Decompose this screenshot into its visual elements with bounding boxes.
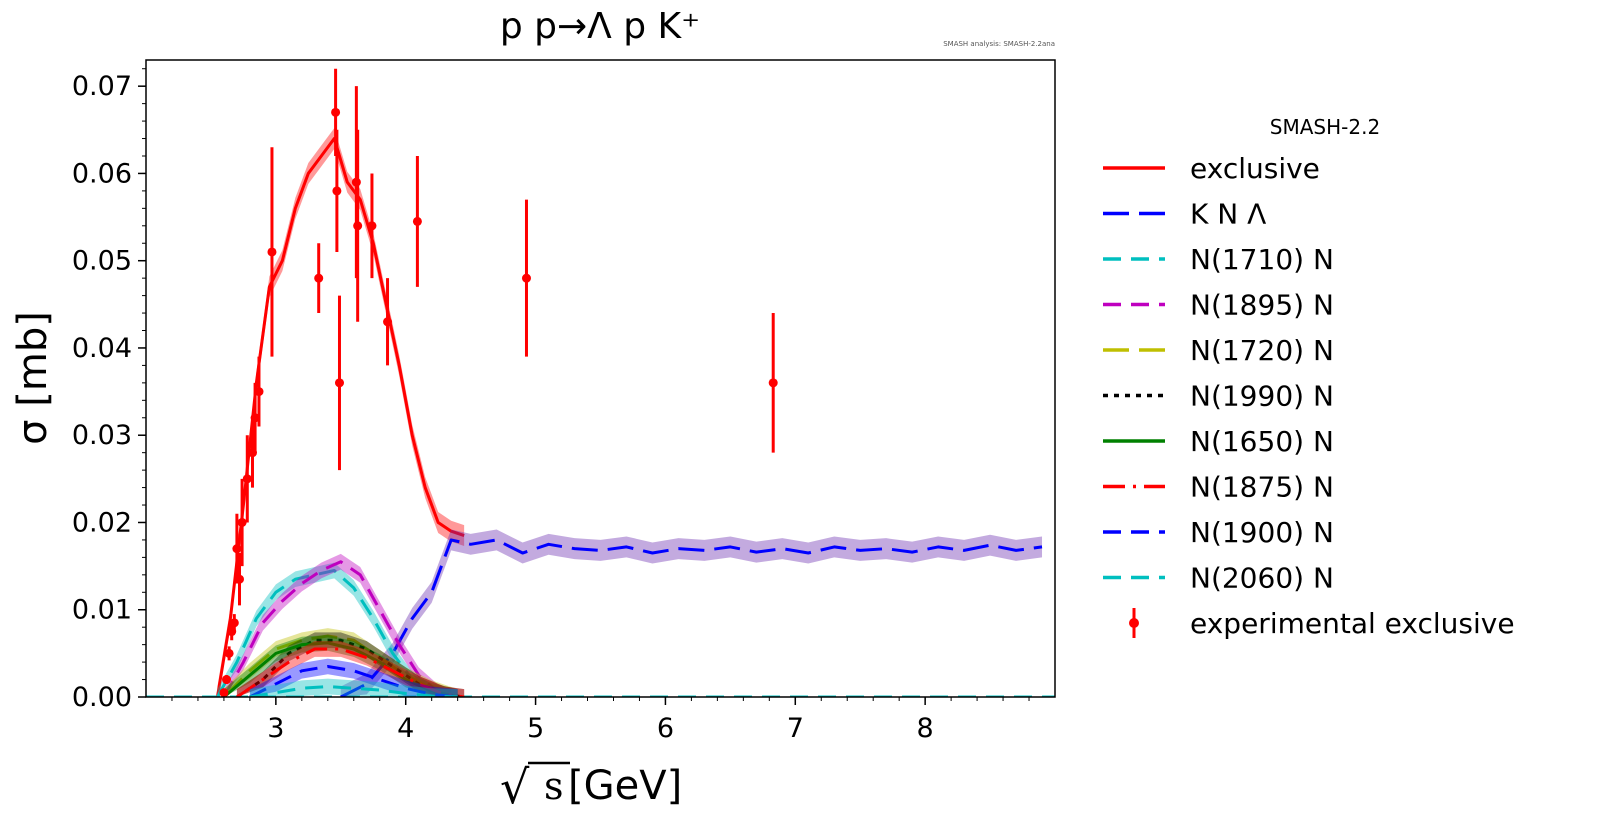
y-tick-label-0: 0.00	[72, 682, 132, 713]
series-line-6	[222, 641, 459, 697]
exp-point-22	[521, 273, 531, 283]
exp-point-12	[267, 247, 277, 257]
legend-label-9: N(2060) N	[1190, 562, 1334, 595]
y-tick-label-3: 0.03	[72, 420, 132, 451]
exp-point-23	[768, 378, 778, 388]
x-tick-label-5: 8	[917, 713, 934, 744]
series-line-7	[236, 647, 465, 697]
legend-title: SMASH-2.2	[1270, 115, 1380, 139]
series-line-1	[340, 538, 1043, 697]
plot-frame	[145, 59, 1056, 698]
y-tick-label-7: 0.07	[72, 71, 132, 102]
legend-label-7: N(1875) N	[1190, 471, 1334, 504]
exp-point-20	[383, 317, 393, 327]
sqrt-symbol: √	[500, 760, 530, 814]
exp-point-10	[250, 413, 260, 423]
legend-exp-marker	[1129, 618, 1139, 628]
exp-point-15	[332, 186, 342, 196]
exp-point-8	[242, 474, 252, 484]
legend-label-experimental: experimental exclusive	[1190, 607, 1515, 640]
band-3	[223, 553, 458, 697]
y-axis-label: σ [mb]	[10, 311, 56, 445]
series-line-9	[249, 685, 458, 697]
band-2	[217, 562, 452, 697]
exp-point-1	[222, 675, 232, 685]
legend-label-2: N(1710) N	[1190, 243, 1334, 276]
y-tick-label-2: 0.02	[72, 507, 132, 538]
sqrt-s: s	[544, 764, 564, 808]
exp-point-5	[232, 544, 242, 554]
plot-inner	[146, 68, 1055, 697]
y-tick-label-4: 0.04	[72, 333, 132, 364]
exp-point-2	[224, 648, 234, 658]
analysis-annotation: SMASH analysis: SMASH-2.2ana	[943, 40, 1055, 48]
legend-label-4: N(1720) N	[1190, 334, 1334, 367]
x-tick-label-1: 4	[397, 713, 414, 744]
y-tick-label-6: 0.06	[72, 158, 132, 189]
legend-label-8: N(1900) N	[1190, 516, 1334, 549]
exp-point-16	[334, 378, 344, 388]
legend-label-3: N(1895) N	[1190, 289, 1334, 322]
series-line-5	[236, 638, 465, 697]
exp-point-7	[237, 517, 247, 527]
legend-label-6: N(1650) N	[1190, 425, 1334, 458]
series-line-4	[222, 634, 459, 697]
exp-point-4	[229, 618, 239, 628]
exp-point-6	[234, 574, 244, 584]
legend: SMASH-2.2 exclusive K N Λ N(1710) N N(1895)…	[1103, 115, 1515, 640]
band-8	[249, 658, 458, 697]
exp-point-13	[314, 273, 324, 283]
exp-point-21	[412, 216, 422, 226]
axes: 3 4 5 6 7 8 0.00 0.01 0.02 0.03 0.04 0.05 0.06 0.07	[72, 59, 1056, 744]
y-tick-label-1: 0.01	[72, 595, 132, 626]
x-tick-label-3: 6	[657, 713, 674, 744]
x-tick-label-0: 3	[267, 713, 284, 744]
x-tick-label-4: 7	[787, 713, 804, 744]
legend-label-0: exclusive	[1190, 152, 1320, 185]
legend-label-5: N(1990) N	[1190, 380, 1334, 413]
exp-point-11	[254, 387, 264, 397]
x-tick-label-2: 5	[527, 713, 544, 744]
x-axis-label: √ s [GeV]	[500, 760, 682, 814]
chart-title: p p→Λ p K⁺	[500, 6, 700, 47]
legend-label-1: K N Λ	[1190, 198, 1266, 231]
band-7	[236, 641, 465, 697]
band-1	[340, 529, 1043, 697]
exp-point-0	[219, 688, 229, 697]
x-unit-label: [GeV]	[568, 763, 682, 809]
series-line-3	[222, 560, 458, 697]
exp-point-18	[353, 221, 363, 231]
exp-point-19	[367, 221, 377, 231]
series-line-8	[249, 664, 458, 697]
exp-point-14	[331, 107, 341, 117]
y-tick-label-5: 0.05	[72, 246, 132, 277]
plot-area	[146, 68, 1055, 697]
